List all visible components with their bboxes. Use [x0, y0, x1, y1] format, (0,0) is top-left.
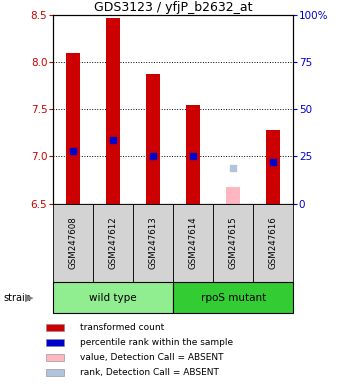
Text: strain: strain	[3, 293, 31, 303]
Bar	[213, 204, 253, 282]
Bar	[173, 282, 293, 313]
Text: percentile rank within the sample: percentile rank within the sample	[79, 338, 233, 347]
Text: transformed count: transformed count	[79, 323, 164, 332]
Bar	[266, 130, 280, 204]
Bar	[46, 324, 64, 331]
Bar	[46, 369, 64, 376]
Text: ▶: ▶	[25, 293, 33, 303]
Bar	[226, 187, 240, 204]
Bar	[53, 282, 173, 313]
Bar	[46, 339, 64, 346]
Text: wild type: wild type	[89, 293, 137, 303]
Text: GSM247613: GSM247613	[149, 217, 158, 269]
Text: GSM247614: GSM247614	[189, 217, 197, 269]
Bar	[133, 204, 173, 282]
Text: GSM247612: GSM247612	[108, 217, 117, 269]
Text: GSM247615: GSM247615	[229, 217, 238, 269]
Bar	[173, 204, 213, 282]
Text: rpoS mutant: rpoS mutant	[201, 293, 266, 303]
Bar	[146, 74, 160, 204]
Text: rank, Detection Call = ABSENT: rank, Detection Call = ABSENT	[79, 368, 219, 377]
Text: GSM247616: GSM247616	[269, 217, 278, 269]
Bar	[186, 105, 200, 204]
Text: GSM247608: GSM247608	[69, 217, 77, 269]
Title: GDS3123 / yfjP_b2632_at: GDS3123 / yfjP_b2632_at	[94, 1, 252, 14]
Bar	[53, 204, 93, 282]
Text: value, Detection Call = ABSENT: value, Detection Call = ABSENT	[79, 353, 223, 362]
Bar	[66, 53, 80, 204]
Bar	[93, 204, 133, 282]
Bar	[46, 354, 64, 361]
Bar	[253, 204, 293, 282]
Bar	[106, 18, 120, 204]
